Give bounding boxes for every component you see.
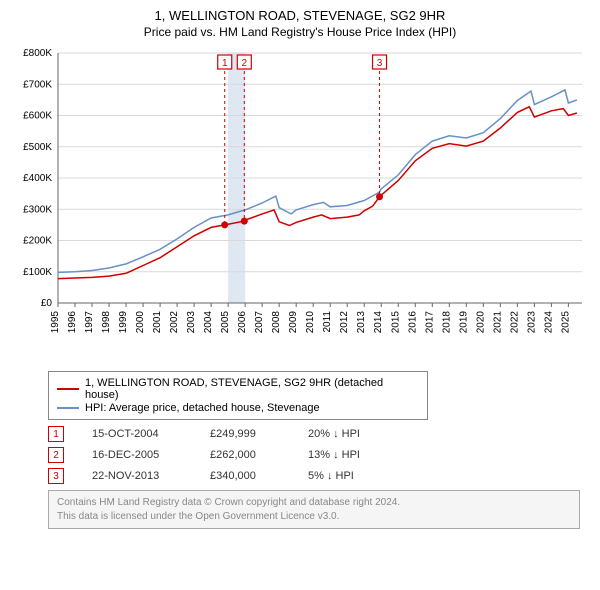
svg-text:2019: 2019 xyxy=(458,311,469,334)
svg-text:2014: 2014 xyxy=(373,311,384,334)
sale-date: 15-OCT-2004 xyxy=(92,428,182,440)
sale-date: 16-DEC-2005 xyxy=(92,449,182,461)
sale-delta: 5% ↓ HPI xyxy=(308,470,354,482)
svg-text:2017: 2017 xyxy=(424,311,435,334)
svg-text:2016: 2016 xyxy=(407,311,418,334)
svg-text:2012: 2012 xyxy=(339,311,350,334)
sale-price: £249,999 xyxy=(210,428,280,440)
sale-date: 22-NOV-2013 xyxy=(92,470,182,482)
svg-text:2024: 2024 xyxy=(543,311,554,334)
chart-title: 1, WELLINGTON ROAD, STEVENAGE, SG2 9HR xyxy=(10,8,590,23)
footer-line-1: Contains HM Land Registry data © Crown c… xyxy=(57,496,571,510)
svg-text:£800K: £800K xyxy=(23,48,52,59)
svg-text:2: 2 xyxy=(242,58,248,69)
svg-text:2000: 2000 xyxy=(135,311,146,334)
svg-text:£400K: £400K xyxy=(23,173,52,184)
line-chart-svg: £0 £100K £200K £300K £400K £500K £600K £700K £80… xyxy=(10,45,590,365)
sale-row: 3 22-NOV-2013 £340,000 5% ↓ HPI xyxy=(48,468,580,484)
svg-text:2013: 2013 xyxy=(356,311,367,334)
legend-label: HPI: Average price, detached house, Stev… xyxy=(85,402,320,414)
legend-row: 1, WELLINGTON ROAD, STEVENAGE, SG2 9HR (… xyxy=(57,377,419,401)
svg-text:2007: 2007 xyxy=(254,311,265,334)
sale-marker-box: 3 xyxy=(48,468,64,484)
svg-text:2001: 2001 xyxy=(152,311,163,334)
legend-label: 1, WELLINGTON ROAD, STEVENAGE, SG2 9HR (… xyxy=(85,377,419,401)
chart-subtitle: Price paid vs. HM Land Registry's House … xyxy=(10,25,590,39)
svg-text:£700K: £700K xyxy=(23,79,52,90)
legend-swatch xyxy=(57,388,79,390)
legend-swatch xyxy=(57,407,79,409)
sale-delta: 20% ↓ HPI xyxy=(308,428,360,440)
svg-text:1995: 1995 xyxy=(50,311,61,334)
svg-text:2020: 2020 xyxy=(475,311,486,334)
footer-attribution: Contains HM Land Registry data © Crown c… xyxy=(48,490,580,529)
svg-text:1997: 1997 xyxy=(84,311,95,334)
svg-text:1998: 1998 xyxy=(101,311,112,334)
chart-area: £0 £100K £200K £300K £400K £500K £600K £700K £80… xyxy=(10,45,590,365)
svg-text:2003: 2003 xyxy=(186,311,197,334)
svg-text:£600K: £600K xyxy=(23,111,52,122)
sale-price: £262,000 xyxy=(210,449,280,461)
sale-price: £340,000 xyxy=(210,470,280,482)
svg-text:2006: 2006 xyxy=(237,311,248,334)
svg-text:2005: 2005 xyxy=(220,311,231,334)
sale-marker-box: 1 xyxy=(48,426,64,442)
svg-text:2009: 2009 xyxy=(288,311,299,334)
svg-text:2011: 2011 xyxy=(322,311,333,333)
svg-text:2025: 2025 xyxy=(560,311,571,334)
svg-text:2023: 2023 xyxy=(526,311,537,334)
svg-text:£0: £0 xyxy=(41,298,53,309)
sale-delta: 13% ↓ HPI xyxy=(308,449,360,461)
footer-line-2: This data is licensed under the Open Gov… xyxy=(57,510,571,524)
svg-text:2021: 2021 xyxy=(492,311,503,334)
svg-text:2004: 2004 xyxy=(203,311,214,334)
svg-text:2018: 2018 xyxy=(441,311,452,334)
svg-text:£300K: £300K xyxy=(23,204,52,215)
legend: 1, WELLINGTON ROAD, STEVENAGE, SG2 9HR (… xyxy=(48,371,428,420)
svg-text:2002: 2002 xyxy=(169,311,180,334)
sale-marker-box: 2 xyxy=(48,447,64,463)
sale-row: 2 16-DEC-2005 £262,000 13% ↓ HPI xyxy=(48,447,580,463)
sale-row: 1 15-OCT-2004 £249,999 20% ↓ HPI xyxy=(48,426,580,442)
svg-text:£200K: £200K xyxy=(23,236,52,247)
sales-table: 1 15-OCT-2004 £249,999 20% ↓ HPI 2 16-DEC-200… xyxy=(48,426,580,484)
title-block: 1, WELLINGTON ROAD, STEVENAGE, SG2 9HR P… xyxy=(10,8,590,39)
svg-text:£100K: £100K xyxy=(23,267,52,278)
svg-text:1999: 1999 xyxy=(118,311,129,334)
svg-text:2015: 2015 xyxy=(390,311,401,334)
svg-text:1996: 1996 xyxy=(67,311,78,334)
svg-text:2022: 2022 xyxy=(509,311,520,334)
legend-row: HPI: Average price, detached house, Stev… xyxy=(57,402,419,414)
svg-text:3: 3 xyxy=(377,58,383,69)
svg-text:2010: 2010 xyxy=(305,311,316,334)
svg-text:£500K: £500K xyxy=(23,142,52,153)
svg-text:1: 1 xyxy=(222,58,228,69)
svg-text:2008: 2008 xyxy=(271,311,282,334)
